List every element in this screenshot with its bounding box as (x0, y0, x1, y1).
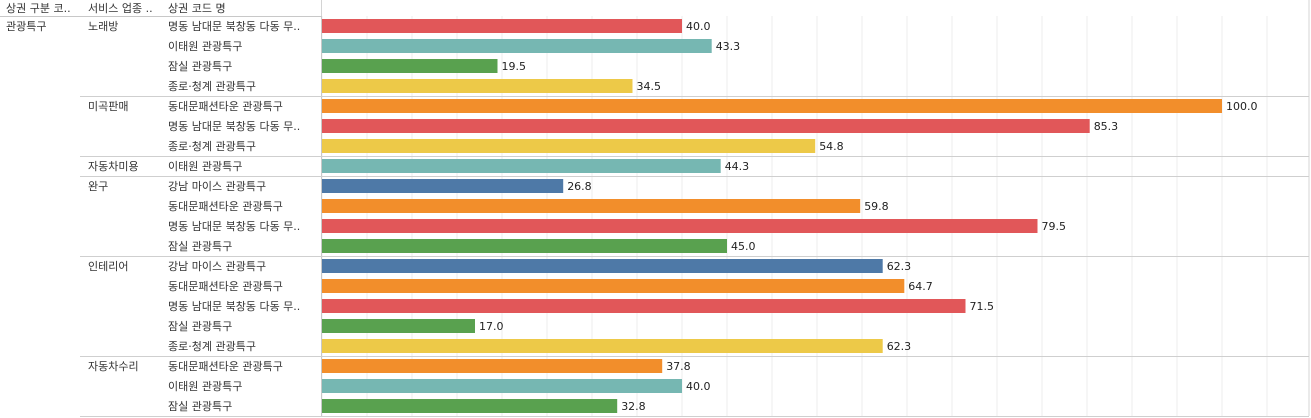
bar-value-label: 34.5 (637, 80, 662, 93)
industry-label[interactable]: 완구 (88, 180, 108, 193)
district-label[interactable]: 잠실 관광특구 (168, 400, 232, 413)
bar[interactable] (322, 199, 861, 213)
bar-value-label: 85.3 (1094, 120, 1119, 133)
bar[interactable] (322, 79, 633, 93)
district-label[interactable]: 이태원 관광특구 (168, 380, 242, 393)
district-label[interactable]: 동대문패션타운 관광특구 (168, 100, 283, 113)
district-label[interactable]: 종로·청계 관광특구 (168, 80, 256, 93)
bar-value-label: 26.8 (567, 180, 592, 193)
district-label[interactable]: 종로·청계 관광특구 (168, 140, 256, 153)
district-label[interactable]: 동대문패션타운 관광특구 (168, 280, 283, 293)
district-label[interactable]: 잠실 관광특구 (168, 60, 232, 73)
bars: 40.0 43.3 19.5 34.5 100.0 85.3 54.8 44.3 26.8 59.… (322, 19, 1258, 413)
bar[interactable] (322, 19, 682, 33)
bar-value-label: 32.8 (621, 400, 646, 413)
district-label[interactable]: 잠실 관광특구 (168, 240, 232, 253)
bar-value-label: 17.0 (479, 320, 504, 333)
bar[interactable] (322, 99, 1222, 113)
bar[interactable] (322, 239, 727, 253)
bar-value-label: 44.3 (725, 160, 750, 173)
industry-label[interactable]: 인테리어 (88, 260, 128, 273)
district-label[interactable]: 동대문패션타운 관광특구 (168, 360, 283, 373)
header-industry[interactable]: 서비스 업종 .. (88, 2, 153, 15)
bar-value-label: 40.0 (686, 20, 711, 33)
district-label[interactable]: 명동 남대문 북창동 다동 무.. (168, 120, 300, 133)
bar-value-label: 71.5 (970, 300, 995, 313)
bar[interactable] (322, 259, 883, 273)
bar[interactable] (322, 179, 564, 193)
district-type-label[interactable]: 관광특구 (6, 20, 46, 33)
industry-label[interactable]: 자동차미용 (88, 160, 139, 173)
bar[interactable] (322, 59, 498, 73)
bar[interactable] (322, 139, 816, 153)
bar[interactable] (322, 379, 682, 393)
bar-value-label: 40.0 (686, 380, 711, 393)
bar-value-label: 45.0 (731, 240, 756, 253)
district-label[interactable]: 동대문패션타운 관광특구 (168, 200, 283, 213)
district-label[interactable]: 강남 마이스 관광특구 (168, 260, 266, 273)
district-label[interactable]: 이태원 관광특구 (168, 40, 242, 53)
header-district-name[interactable]: 상권 코드 명 (168, 2, 226, 15)
industry-label[interactable]: 노래방 (88, 20, 118, 33)
bar[interactable] (322, 299, 966, 313)
district-label[interactable]: 강남 마이스 관광특구 (168, 180, 266, 193)
bar-value-label: 59.8 (864, 200, 889, 213)
bar[interactable] (322, 159, 721, 173)
bar-value-label: 19.5 (502, 60, 527, 73)
district-label[interactable]: 명동 남대문 북창동 다동 무.. (168, 300, 300, 313)
industry-label[interactable]: 미곡판매 (88, 100, 128, 113)
header-district-type[interactable]: 상권 구분 코.. (6, 2, 71, 15)
bar-value-label: 79.5 (1042, 220, 1067, 233)
bar-value-label: 62.3 (887, 260, 912, 273)
bar-value-label: 62.3 (887, 340, 912, 353)
bar[interactable] (322, 279, 905, 293)
district-label[interactable]: 종로·청계 관광특구 (168, 340, 256, 353)
bar[interactable] (322, 219, 1038, 233)
bar[interactable] (322, 319, 475, 333)
bar[interactable] (322, 39, 712, 53)
district-label[interactable]: 명동 남대문 북창동 다동 무.. (168, 220, 300, 233)
bar-value-label: 43.3 (716, 40, 741, 53)
bar-value-label: 100.0 (1226, 100, 1258, 113)
bar[interactable] (322, 359, 663, 373)
bar-value-label: 64.7 (908, 280, 933, 293)
district-label[interactable]: 이태원 관광특구 (168, 160, 242, 173)
bar-value-label: 54.8 (819, 140, 844, 153)
industry-label[interactable]: 자동차수리 (88, 360, 139, 373)
bar[interactable] (322, 119, 1090, 133)
bar-value-label: 37.8 (666, 360, 691, 373)
column-headers: 상권 구분 코.. 서비스 업종 .. 상권 코드 명 (6, 2, 226, 15)
district-label[interactable]: 잠실 관광특구 (168, 320, 232, 333)
bar[interactable] (322, 399, 618, 413)
bar[interactable] (322, 339, 883, 353)
district-label[interactable]: 명동 남대문 북창동 다동 무.. (168, 20, 300, 33)
